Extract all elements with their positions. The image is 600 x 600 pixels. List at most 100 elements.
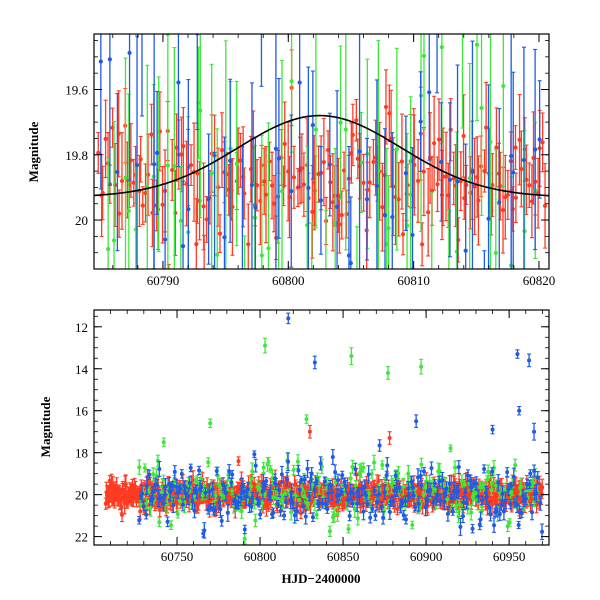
blue-data-point [521,46,527,269]
green-data-point [384,148,389,269]
blue-data-point [403,115,408,232]
green-data-point [474,34,480,122]
green-data-point [279,59,285,269]
zoom-axis-ticks: 60790 60800 60810 60820 19.6 19.8 20 [65,34,555,288]
green-data-point [215,128,220,269]
blue-data-point [390,132,395,269]
green-data-point [501,34,506,188]
green-data-point [333,147,338,269]
green-data-point [271,489,276,506]
red-data-point [505,170,510,220]
blue-data-point [357,34,362,269]
blue-data-point [147,469,152,480]
red-data-point [380,162,385,252]
y-tick-label: 19.8 [65,148,88,163]
green-data-point [291,464,296,476]
blue-data-point [289,114,294,268]
blue-data-point [334,90,340,269]
green-data-point [157,517,162,528]
red-data-point [513,172,518,224]
green-data-point [156,76,161,253]
green-data-point [123,57,128,269]
green-data-point [507,518,512,527]
y-tick-label: 19.6 [65,82,88,97]
blue-data-point [259,34,264,87]
zoom-light-curve-panel: 60790 60800 60810 60820 19.6 19.8 20 Magnitude [26,33,555,288]
green-data-point [493,479,498,492]
full-data-points [103,312,545,545]
green-data-point [448,444,453,453]
green-data-point [161,474,166,485]
green-data-point [219,487,224,504]
blue-data-point [180,180,186,269]
x-tick-label: 60810 [397,273,430,288]
red-data-point [542,163,548,249]
green-data-point [335,506,340,522]
green-data-point [209,63,214,269]
green-data-point [488,34,493,269]
green-data-point [250,462,255,481]
blue-data-point [418,71,423,172]
green-data-point [354,226,359,269]
green-data-point [261,462,266,473]
red-data-point [540,112,545,173]
green-data-point [165,34,170,269]
blue-data-point [306,66,311,269]
blue-data-point [134,35,140,269]
green-data-point [175,509,180,519]
green-data-point [332,507,337,523]
blue-data-point [297,34,302,188]
green-data-point [460,34,465,129]
red-data-point [246,203,251,269]
red-data-point [371,138,376,185]
red-data-point [337,194,342,254]
y-tick-label: 20 [75,488,88,503]
green-data-point [137,459,142,475]
green-data-point [453,460,458,475]
x-tick-label: 60820 [523,273,556,288]
blue-data-point [222,136,227,269]
red-data-point [350,103,355,167]
blue-data-point [482,250,487,269]
blue-data-point [170,480,175,491]
green-data-point [266,122,271,269]
green-data-point [394,47,399,251]
green-data-point [177,495,182,507]
zoom-y-axis-label: Magnitude [26,121,41,182]
y-tick-label: 14 [75,362,89,377]
green-data-point [198,34,203,219]
blue-data-point [127,34,132,182]
blue-data-point [179,469,184,479]
green-data-point [408,96,413,269]
blue-data-point [486,84,491,269]
y-tick-label: 12 [75,320,88,335]
red-data-point [138,135,143,183]
red-data-point [301,152,306,217]
red-data-point [367,146,372,219]
green-data-point [200,490,205,501]
blue-data-point [276,78,282,239]
blue-data-point [327,112,332,217]
green-data-point [459,474,464,488]
red-data-point [119,132,125,230]
green-data-point [489,476,494,490]
green-data-point [206,457,211,468]
green-data-point [401,478,406,496]
red-data-point [527,162,532,209]
red-data-point [412,114,417,216]
green-data-point [313,34,319,229]
blue-data-point [141,501,146,512]
zoom-plot-frame [93,33,550,270]
green-data-point [111,120,117,269]
green-data-point [142,463,147,473]
y-tick-label: 18 [75,446,88,461]
blue-data-point [348,196,353,269]
red-data-point [188,144,194,186]
green-data-point [314,510,319,520]
green-data-point [172,46,177,269]
red-data-point [299,133,304,204]
red-data-point [476,155,481,246]
x-tick-label: 60800 [244,549,277,564]
green-data-point [255,479,260,495]
blue-data-point [374,79,380,269]
